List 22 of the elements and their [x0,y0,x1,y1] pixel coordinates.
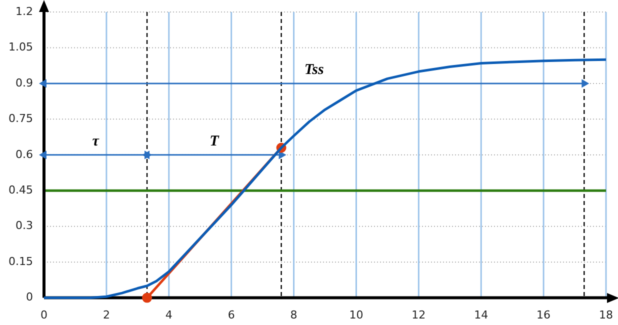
series-label: T [210,133,220,150]
y-tick-label: 0.45 [8,183,33,196]
x-tick-label: 8 [290,308,298,322]
x-tick-label: 14 [474,308,488,322]
x-tick-label: 10 [349,308,364,322]
y-tick-label: 0.3 [16,219,33,232]
x-tick-label: 0 [40,308,48,322]
x-tick-label: 6 [228,308,235,322]
y-tick-label: 0.75 [8,112,33,126]
series-label: Tss [304,62,324,78]
x-tick-label: 16 [536,308,551,322]
x-tick-label: 4 [165,308,172,322]
x-tick-label: 18 [599,308,613,322]
y-tick-label: 1.05 [8,40,33,54]
series-label: τ [92,133,100,150]
y-tick-label: 0.6 [16,148,33,161]
y-tick-label: 0.15 [8,254,33,268]
y-tick-label: 1.2 [16,4,33,18]
x-tick-label: 12 [412,308,426,322]
x-tick-label: 2 [102,308,110,322]
y-tick-label: 0.9 [16,76,33,90]
y-tick-label: 0 [26,290,33,304]
